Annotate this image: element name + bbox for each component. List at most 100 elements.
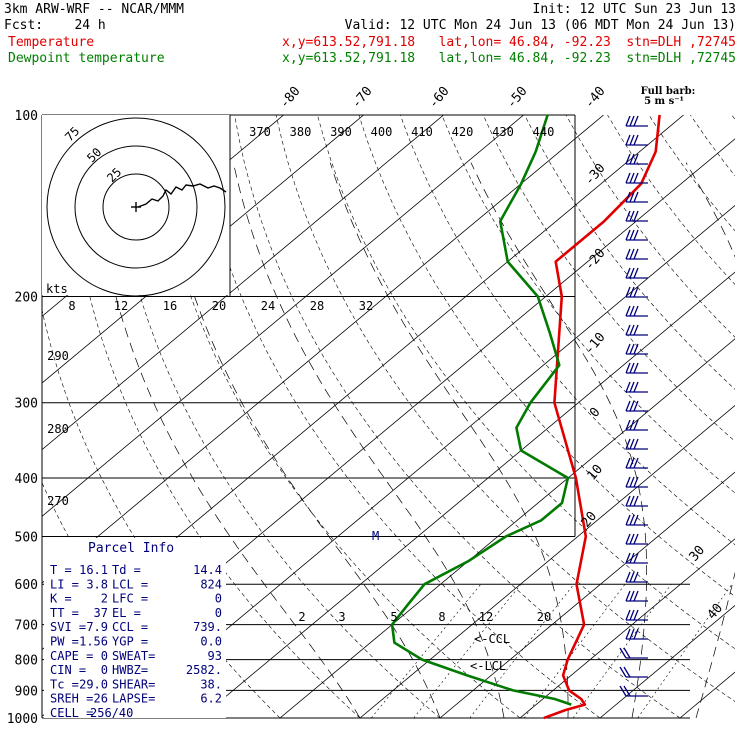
parcel-key: T = [50, 563, 72, 577]
wind-barb-flag [625, 495, 631, 507]
hodo-x-tick: 8 [68, 299, 75, 313]
wind-barb-flag [625, 324, 631, 336]
theta-e-label: 410 [411, 125, 433, 139]
isotherm [519, 538, 735, 718]
wind-barb-flag [629, 153, 635, 165]
isotherm-label-right: -10 [582, 330, 609, 358]
theta-label: 290 [47, 349, 69, 363]
wind-barb-flag [633, 267, 639, 279]
mixing-ratio-line [637, 584, 733, 718]
parcel-value: 2 [101, 592, 108, 606]
pressure-label: 900 [15, 684, 38, 699]
parcel-value: 824 [200, 577, 222, 591]
parcel-key: Tc = [50, 677, 79, 691]
wind-barb-flag [633, 229, 639, 241]
wind-barb-flag [629, 438, 635, 450]
temperature-line [543, 114, 661, 720]
wind-barb-flag [633, 514, 639, 526]
wind-barb-flag [629, 628, 635, 640]
wind-barb-flag [633, 476, 639, 488]
wind-barb-flag [625, 153, 631, 165]
parcel-key: CELL = [50, 706, 93, 720]
wind-barb-flag [629, 552, 635, 564]
wind-barb-flag [625, 381, 631, 393]
parcel-key: PW = [50, 635, 79, 649]
dry-adiabat [524, 115, 735, 390]
isotherm [119, 204, 735, 718]
pressure-label: 300 [15, 397, 38, 412]
parcel-value: 1.56 [79, 635, 108, 649]
wind-barb-flag [629, 362, 635, 374]
mixing-ratio-line [413, 584, 522, 718]
isotherm-label-right: 0 [587, 405, 604, 421]
hodo-x-tick: 32 [359, 299, 373, 313]
dry-adiabat [358, 115, 735, 597]
barb-legend-line1: Full barb: [641, 86, 696, 97]
wind-barb-flag [629, 457, 635, 469]
parcel-key: YGP = [112, 635, 148, 649]
wind-barb-flag [629, 590, 635, 602]
isotherm-label-top: -60 [426, 84, 453, 112]
wind-barb-flag [633, 172, 639, 184]
parcel-value: 14.4 [193, 563, 222, 577]
parcel-bg [44, 538, 226, 718]
header-fcst: Fcst: 24 h [4, 18, 106, 33]
theta-e-label: 430 [492, 125, 514, 139]
moist-adiabat [685, 162, 735, 718]
dry-adiabat [192, 115, 601, 718]
wind-barb-flag [633, 305, 639, 317]
moist-adiabat [162, 162, 441, 718]
moist-adiabat [233, 162, 505, 718]
mixing-ratio-line [572, 584, 672, 718]
parcel-value: 0 [215, 592, 222, 606]
pressure-label: 500 [15, 530, 38, 545]
wind-barb-flag [633, 153, 639, 165]
hodo-ring [74, 145, 198, 269]
wind-barb-flag [625, 609, 631, 621]
wind-barb-flag [625, 248, 631, 260]
wind-barb-flag [633, 533, 639, 545]
wind-barb-flag [625, 533, 631, 545]
hodo-ring [102, 173, 170, 241]
wind-barb-flag [625, 590, 631, 602]
wind-barb-flag [623, 666, 631, 678]
wind-barb-flag [633, 457, 639, 469]
wind-barb-flag [625, 172, 631, 184]
parcel-value: 739. [193, 620, 222, 634]
wind-barb-flag [633, 438, 639, 450]
isotherm [199, 271, 735, 718]
isotherm [42, 115, 604, 584]
parcel-key: CIN = [50, 663, 86, 677]
wind-barb-flag [625, 286, 631, 298]
isotherm [279, 338, 735, 718]
isotherm [359, 404, 735, 718]
parcel-value: 256/40 [90, 706, 133, 720]
series-layer [390, 114, 661, 720]
wind-barb-flag [633, 590, 639, 602]
parcel-key: Td = [112, 563, 141, 577]
moist-adiabat [470, 162, 647, 718]
barb-legend-line2: 5 m s⁻¹ [644, 96, 684, 107]
parcel-value: 0.0 [200, 635, 222, 649]
pressure-label: 200 [15, 291, 38, 306]
parcel-key: TT = [50, 606, 79, 620]
mixing-ratio-line [371, 584, 482, 718]
lcl-annotation: <-LCL [470, 659, 506, 673]
header-valid: Valid: 12 UTC Mon 24 Jun 13 (06 MDT Mon … [345, 18, 736, 33]
legend-temperature-label: Temperature [8, 35, 94, 50]
wind-barb-flag [625, 191, 631, 203]
theta-label: 270 [47, 494, 69, 508]
parcel-key: SWEAT= [112, 649, 155, 663]
wind-barb-flag [629, 267, 635, 279]
theta-e-label: 420 [452, 125, 474, 139]
parcel-key: K = [50, 592, 72, 606]
wind-barb-flag [629, 210, 635, 222]
wind-barb-flag [633, 343, 639, 355]
parcel-key: HWBZ= [112, 663, 148, 677]
dry-adiabat [275, 115, 735, 702]
isotherm-label-right: 10 [585, 462, 607, 484]
wind-barb-flag [633, 210, 639, 222]
wind-barb-flag [633, 248, 639, 260]
hodo-trace [137, 183, 227, 208]
parcel-value: 37 [94, 606, 108, 620]
